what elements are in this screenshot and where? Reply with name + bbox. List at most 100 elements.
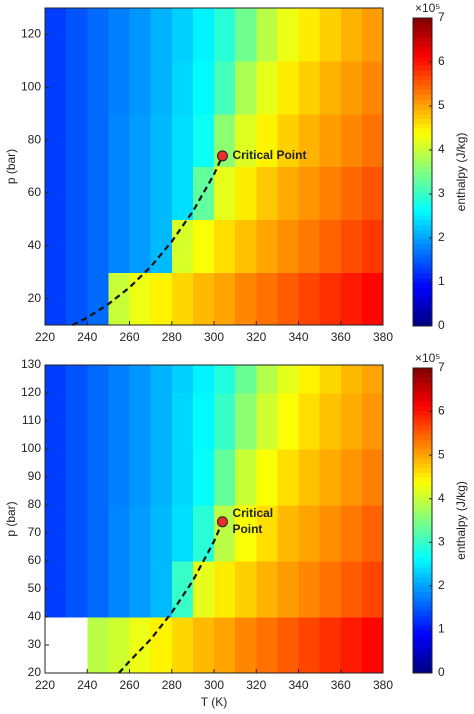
colorbar-swatch [413,530,432,536]
colorbar-swatch [413,615,432,622]
saturation-curve [118,521,224,674]
y-tick-label: 100 [21,79,41,93]
colorbar-swatch [413,387,432,393]
colorbar-swatch [413,138,432,144]
annotation: Critical Point [232,148,306,162]
colorbar-label: enthalpy (J/kg) [454,481,468,560]
heat-cell [235,617,257,674]
colorbar-tick-label: 3 [438,534,445,548]
colorbar-swatch [413,119,432,125]
heat-cell [108,60,131,115]
heat-cell [108,617,131,674]
x-axis-label: T (K) [201,695,227,709]
heat-cell [108,8,131,62]
colorbar-swatch [413,520,432,526]
heat-cell [150,449,173,506]
heat-cell [171,60,194,115]
colorbar-swatch [413,292,432,298]
colorbar-tick-label: 4 [438,491,445,505]
colorbar-swatch [413,253,432,260]
heat-cell [361,505,384,562]
heat-cell [192,166,215,220]
heat-cell [235,272,257,326]
heat-cell [108,505,131,562]
y-tick-label: 100 [21,441,41,455]
heat-cell [192,219,215,273]
heat-cell [235,113,257,168]
heat-cell [235,60,257,115]
colorbar-tick-label: 0 [438,665,445,679]
y-tick-label: 80 [28,497,42,511]
heat-cell [298,449,321,506]
heat-cell [171,166,194,220]
colorbar-tick-label: 4 [438,142,445,156]
heat-cell [150,393,173,450]
x-tick-label: 220 [35,678,55,692]
heat-cell [129,505,152,562]
y-tick-label: 30 [28,637,42,651]
colorbar-swatch [413,582,432,588]
heat-cell [298,365,321,394]
heat-cell [192,561,215,618]
heat-cell [129,617,152,674]
colorbar-swatch [413,32,432,38]
heat-cell [45,505,67,562]
heat-cell [108,219,131,273]
heat-cell [235,219,257,273]
saturation-curve [71,155,224,326]
x-tick-label: 240 [77,330,97,344]
heat-cell [235,449,257,506]
colorbar-tick-label: 6 [438,404,445,418]
colorbar-swatch [413,634,432,641]
colorbar-swatch [413,649,432,655]
colorbar-swatch [413,46,432,53]
colorbar-label: enthalpy (J/kg) [454,133,468,212]
colorbar-swatch [413,273,432,279]
colorbar-swatch [413,80,432,86]
colorbar-swatch [413,37,432,43]
heat-cell [192,113,215,168]
colorbar-swatch [413,234,432,240]
heat-cell [361,365,384,394]
heat-cell [361,393,384,450]
y-tick-label: 120 [21,385,41,399]
colorbar-swatch [413,239,432,245]
heat-cell [319,617,342,674]
heat-cell [277,505,300,562]
heat-cell [256,113,278,168]
colorbar-swatch [413,401,432,407]
heat-cell [319,393,342,450]
heat-cell [298,219,321,273]
colorbar-swatch [413,611,432,617]
y-tick-label: 40 [28,609,42,623]
heat-cell [87,60,109,115]
x-tick-label: 300 [204,330,224,344]
colorbar-tick-label: 7 [438,10,445,24]
heat-cell [319,449,342,506]
heat-cell [256,8,278,62]
heat-cell [66,8,88,62]
heat-cell [319,365,342,394]
heat-cell [277,617,300,674]
heat-cell [340,561,363,618]
colorbar-swatch [413,444,432,450]
heat-cell [192,272,215,326]
heat-cell [87,113,109,168]
colorbar-swatch [413,224,432,231]
colorbar-swatch [413,658,432,665]
heat-cell [340,272,363,326]
heat-cell [192,8,215,62]
x-tick-label: 300 [204,678,224,692]
colorbar-swatch [413,128,432,135]
heat-cell [340,60,363,115]
heat-cell [319,60,342,115]
colorbar-swatch [413,229,432,236]
heat-cell [256,365,278,394]
heat-cell [108,272,131,326]
heat-cell [87,617,109,674]
colorbar-swatch [413,75,432,82]
colorbar-swatch [413,577,432,584]
heat-cell [108,166,131,220]
colorbar-swatch [413,249,432,255]
colorbar-swatch [413,200,432,207]
